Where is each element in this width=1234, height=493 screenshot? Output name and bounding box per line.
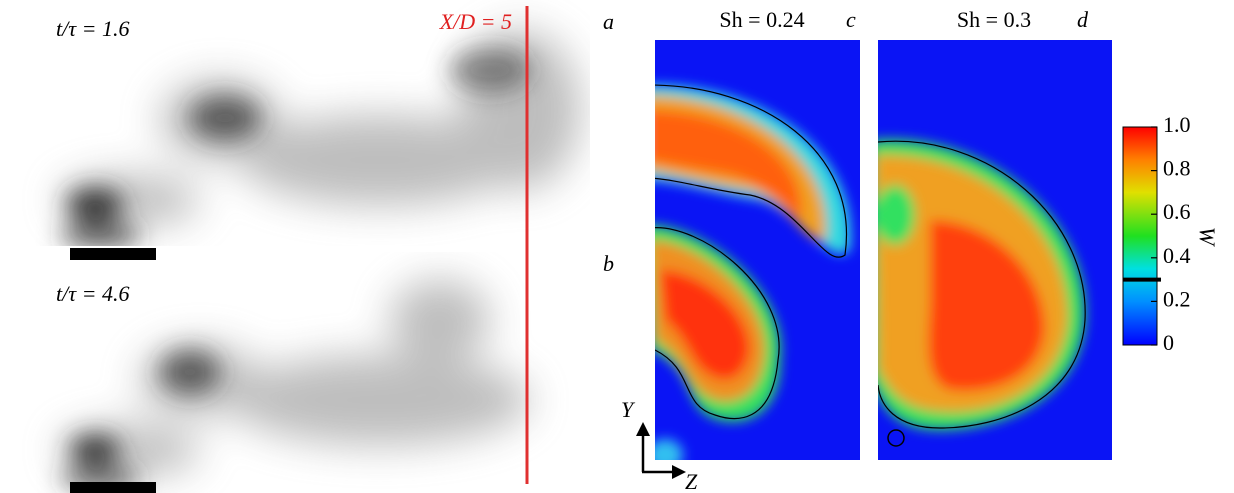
colorbar-tick-label: 1.0 bbox=[1163, 112, 1191, 137]
panel-letter: b bbox=[603, 251, 614, 276]
panel-letter: c bbox=[846, 7, 856, 32]
colorbar-tick-label: 0.4 bbox=[1163, 243, 1191, 268]
contour-map bbox=[878, 40, 1112, 460]
panel-title: Sh = 0.24 bbox=[719, 7, 804, 32]
colorbar-tick-label: 0.8 bbox=[1163, 156, 1191, 181]
smoke-image bbox=[60, 280, 530, 488]
colorbar-tick-label: 0.6 bbox=[1163, 199, 1191, 224]
nozzle-bar bbox=[70, 248, 156, 260]
axes-indicator bbox=[636, 422, 686, 479]
time-label: t/τ = 1.6 bbox=[56, 16, 129, 41]
time-label: t/τ = 4.6 bbox=[56, 281, 129, 306]
nozzle-bar bbox=[70, 482, 156, 493]
axis-label: Y bbox=[621, 397, 636, 422]
contour-map bbox=[655, 40, 860, 460]
smoke-image bbox=[0, 0, 590, 246]
panel-letter: a bbox=[603, 9, 614, 34]
colorbar-tick-label: 0 bbox=[1163, 330, 1174, 355]
panel-letter: d bbox=[1077, 7, 1089, 32]
colorbar-tick-label: 0.2 bbox=[1163, 286, 1191, 311]
panel-title: Sh = 0.3 bbox=[957, 7, 1031, 32]
section-label: X/D = 5 bbox=[439, 9, 512, 34]
colorbar-label: W bbox=[1195, 227, 1220, 247]
colorbar bbox=[1122, 126, 1158, 346]
axis-label: Z bbox=[685, 469, 698, 493]
